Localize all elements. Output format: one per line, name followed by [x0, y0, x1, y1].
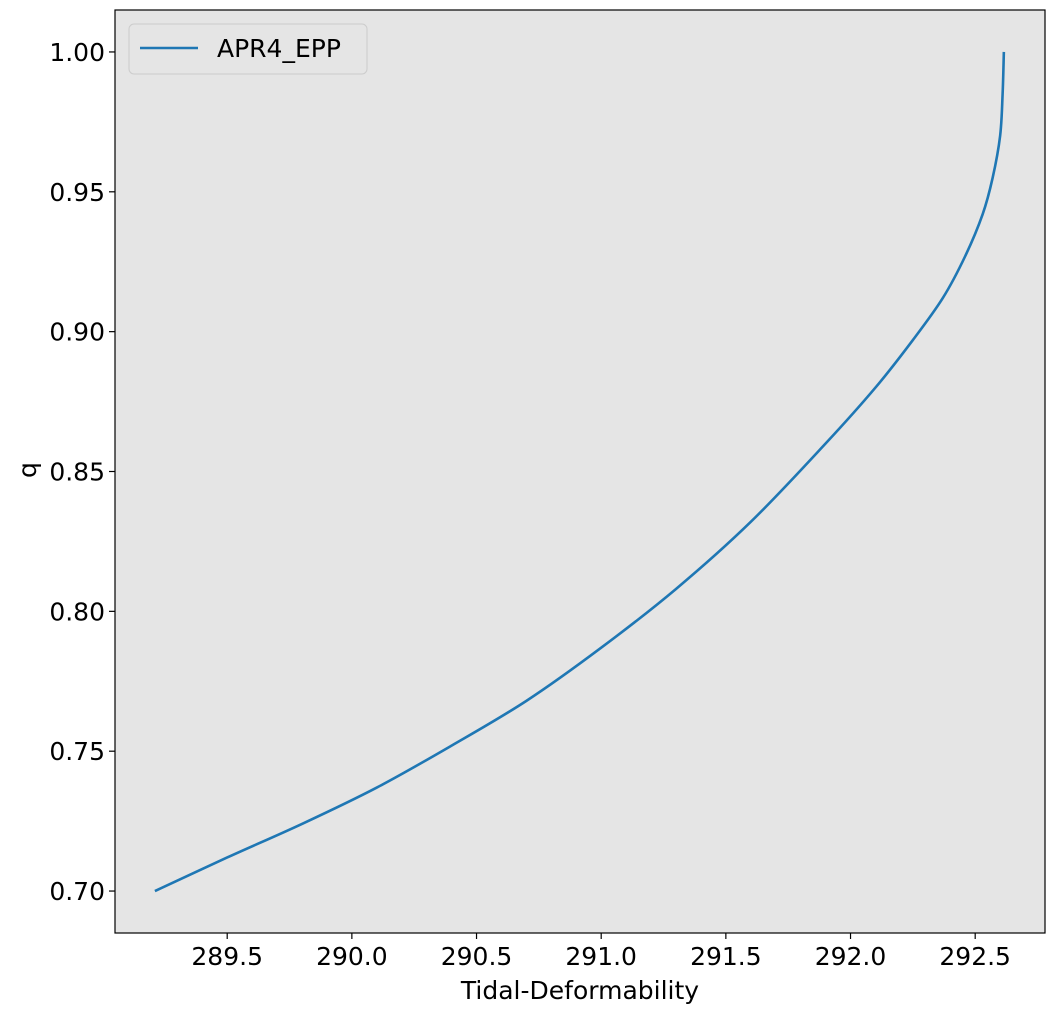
legend-label: APR4_EPP — [217, 34, 341, 63]
x-tick-label: 290.5 — [441, 942, 513, 971]
x-tick-label: 289.5 — [191, 942, 263, 971]
y-tick-label: 0.95 — [49, 178, 105, 207]
series-line-apr4-epp — [154, 51, 1006, 893]
y-tick-label: 0.85 — [49, 458, 105, 487]
x-tick-label: 292.0 — [815, 942, 887, 971]
x-tick-label: 292.5 — [939, 942, 1011, 971]
y-tick-label: 0.70 — [49, 877, 105, 906]
legend: APR4_EPP — [128, 23, 368, 75]
plot-area — [115, 10, 1045, 933]
x-axis-label: Tidal-Deformability — [460, 976, 699, 1005]
legend-box — [128, 23, 368, 75]
y-tick-label: 0.75 — [49, 737, 105, 766]
y-tick-label: 0.80 — [49, 597, 105, 626]
x-axis-ticks: 289.5 290.0 290.5 291.0 291.5 292.0 292.5 — [191, 933, 1011, 971]
y-axis-ticks: 0.70 0.75 0.80 0.85 0.90 0.95 1.00 — [49, 38, 115, 906]
plot-frame — [114, 9, 1046, 934]
x-tick-label: 290.0 — [316, 942, 388, 971]
y-tick-label: 1.00 — [49, 38, 105, 67]
x-tick-label: 291.5 — [690, 942, 762, 971]
y-axis-label: q — [13, 462, 42, 478]
x-tick-label: 291.0 — [565, 942, 637, 971]
y-tick-label: 0.90 — [49, 318, 105, 347]
